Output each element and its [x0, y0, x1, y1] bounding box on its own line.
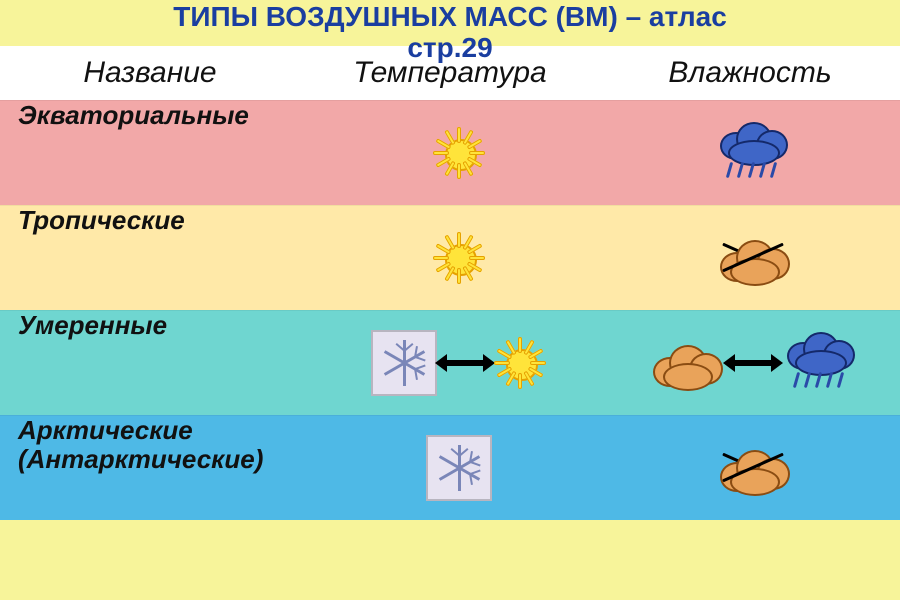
icon-group: [432, 126, 486, 180]
page: ТИПЫ ВОЗДУШНЫХ МАСС (ВМ) – атлас стр.29 …: [0, 0, 900, 600]
table-row: Умеренные: [0, 310, 900, 415]
row-temperature: [312, 101, 606, 205]
header-temperature: Температура: [300, 46, 600, 100]
page-title: ТИПЫ ВОЗДУШНЫХ МАСС (ВМ) – атлас стр.29: [0, 0, 900, 46]
row-label: Тропические: [18, 206, 185, 235]
row-temperature: [312, 311, 606, 415]
table-row: Экваториальные: [0, 100, 900, 205]
row-humidity: [606, 311, 900, 415]
row-name: Тропические: [0, 206, 312, 310]
table-body: Экваториальные Тропические Умеренные Арктич…: [0, 100, 900, 520]
row-label: Умеренные: [18, 311, 167, 340]
icon-group: [714, 444, 792, 492]
row-name: Арктические(Антарктические): [0, 416, 312, 520]
table-row: Арктические(Антарктические): [0, 415, 900, 520]
table-header: Название Температура Влажность: [0, 46, 900, 100]
table-row: Тропические: [0, 205, 900, 310]
rain-cloud-icon: [714, 120, 792, 186]
row-temperature: [312, 416, 606, 520]
snowflake-icon: [371, 330, 437, 396]
double-arrow-icon: [733, 360, 773, 366]
row-humidity: [606, 416, 900, 520]
icon-group: [714, 120, 792, 186]
dry-cloud-icon: [714, 234, 792, 282]
row-name: Умеренные: [0, 311, 312, 415]
title-line-1: ТИПЫ ВОЗДУШНЫХ МАСС (ВМ) – атлас: [0, 2, 900, 33]
header-humidity: Влажность: [600, 46, 900, 100]
cloud-icon: [647, 339, 725, 387]
icon-group: [647, 330, 859, 396]
sun-icon: [432, 126, 486, 180]
dry-cloud-icon: [714, 444, 792, 492]
rain-cloud-icon: [781, 330, 859, 396]
row-name: Экваториальные: [0, 101, 312, 205]
header-name: Название: [0, 46, 300, 100]
sun-icon: [432, 231, 486, 285]
icon-group: [371, 330, 547, 396]
row-label: Арктические: [18, 416, 193, 445]
double-arrow-icon: [445, 360, 485, 366]
row-humidity: [606, 206, 900, 310]
row-temperature: [312, 206, 606, 310]
row-label: Экваториальные: [18, 101, 249, 130]
icon-group: [426, 435, 492, 501]
icon-group: [714, 234, 792, 282]
row-sublabel: (Антарктические): [18, 445, 263, 474]
icon-group: [432, 231, 486, 285]
row-humidity: [606, 101, 900, 205]
snowflake-icon: [426, 435, 492, 501]
sun-icon: [493, 336, 547, 390]
